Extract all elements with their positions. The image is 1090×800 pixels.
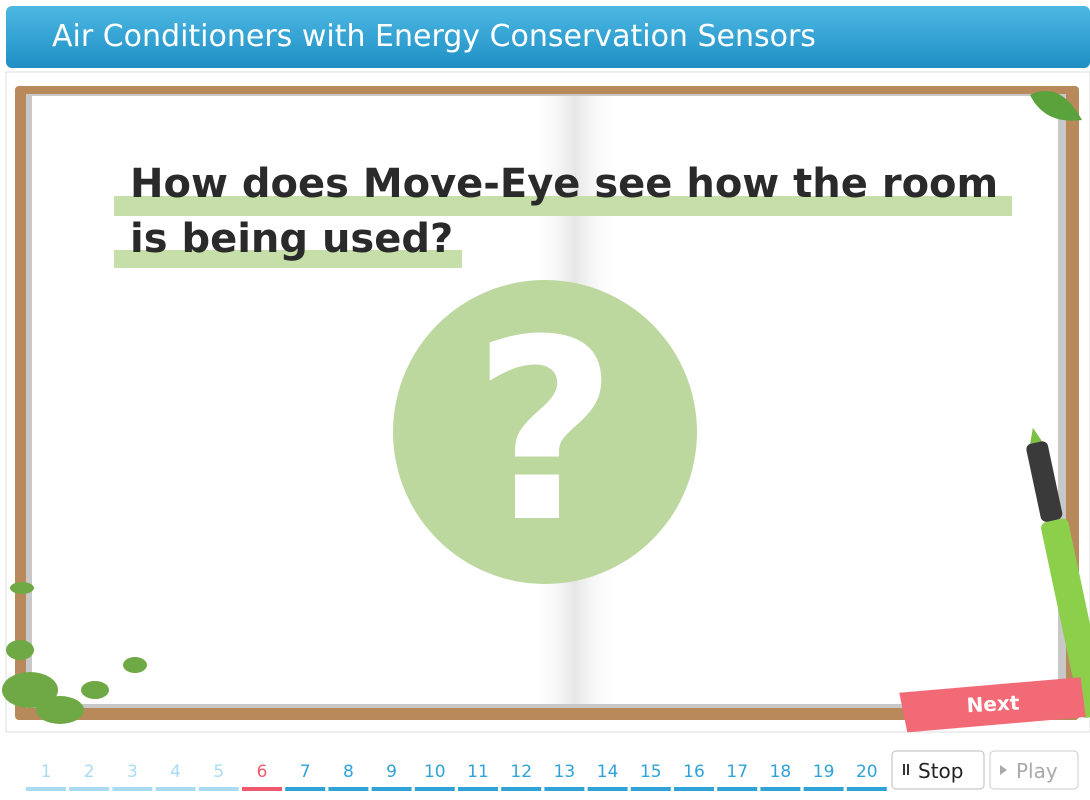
page-underline	[501, 787, 541, 791]
page-underline	[69, 787, 109, 791]
page-number[interactable]: 13	[554, 762, 576, 782]
stop-icon	[907, 764, 909, 775]
page-underline	[760, 787, 800, 791]
page-number[interactable]: 2	[84, 762, 95, 782]
page-underline	[372, 787, 412, 791]
page-number[interactable]: 5	[213, 762, 224, 782]
page-underline	[674, 787, 714, 791]
page-number[interactable]: 9	[386, 762, 397, 782]
page-underline	[415, 787, 455, 791]
page-number[interactable]: 16	[683, 762, 705, 782]
page-number[interactable]: 12	[510, 762, 532, 782]
page-underline	[544, 787, 584, 791]
page-number[interactable]: 20	[856, 762, 878, 782]
page-number[interactable]: 1	[41, 762, 52, 782]
page-number[interactable]: 7	[300, 762, 311, 782]
page-underline	[199, 787, 239, 791]
play-label[interactable]: Play	[1016, 759, 1058, 783]
page-number[interactable]: 18	[770, 762, 792, 782]
header-title: Air Conditioners with Energy Conservatio…	[52, 19, 816, 54]
page-underline	[285, 787, 325, 791]
question-line: is being used?	[130, 216, 453, 262]
page-number[interactable]: 19	[813, 762, 835, 782]
next-label[interactable]: Next	[966, 690, 1020, 717]
page-number[interactable]: 4	[170, 762, 181, 782]
question-line: How does Move-Eye see how the room	[130, 161, 998, 207]
page-underline	[242, 787, 282, 791]
page-number[interactable]: 17	[726, 762, 748, 782]
stop-icon	[903, 764, 905, 775]
page-number[interactable]: 10	[424, 762, 446, 782]
page-number[interactable]: 14	[597, 762, 619, 782]
page-number[interactable]: 6	[257, 762, 268, 782]
page-underline	[588, 787, 628, 791]
question-symbol: ?	[472, 286, 617, 577]
page-number[interactable]: 11	[467, 762, 489, 782]
page-underline	[328, 787, 368, 791]
page-underline	[847, 787, 887, 791]
screen: Air Conditioners with Energy Conservatio…	[0, 0, 1090, 800]
page-underline	[631, 787, 671, 791]
page-underline	[804, 787, 844, 791]
page-underline	[26, 787, 66, 791]
page-number[interactable]: 15	[640, 762, 662, 782]
page-underline	[156, 787, 196, 791]
page-underline	[112, 787, 152, 791]
stop-label[interactable]: Stop	[918, 759, 963, 783]
page-underline	[717, 787, 757, 791]
page-number[interactable]: 3	[127, 762, 138, 782]
page-underline	[458, 787, 498, 791]
page-number[interactable]: 8	[343, 762, 354, 782]
